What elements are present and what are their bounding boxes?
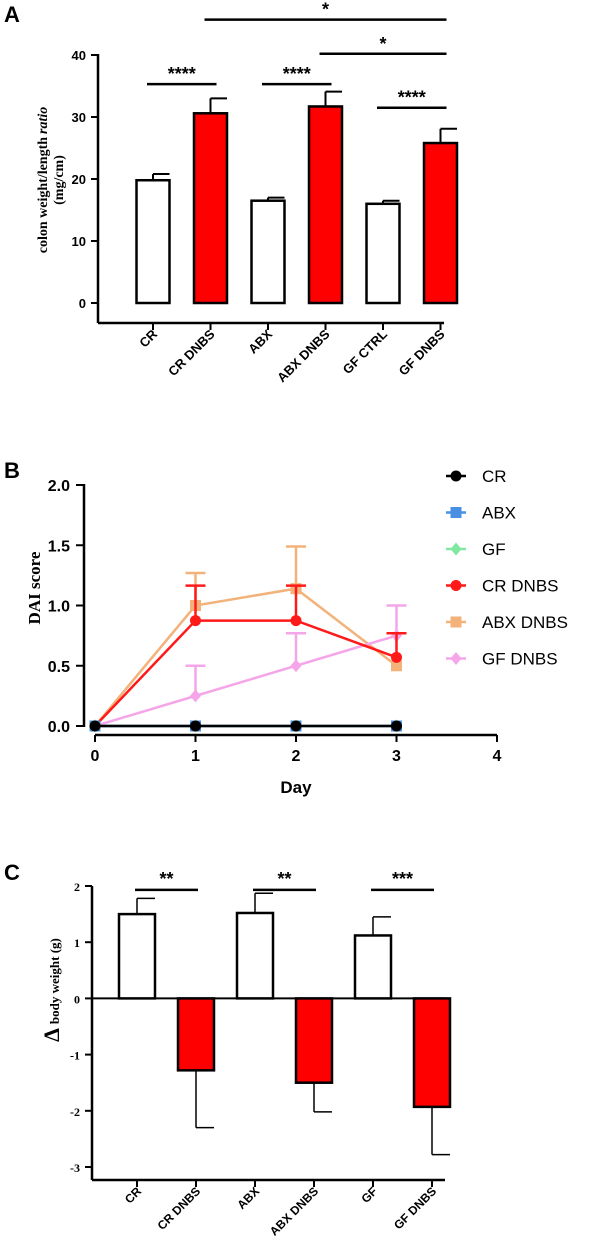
panel-a-bar bbox=[192, 112, 229, 305]
panel-b-legend-label: CR DNBS bbox=[482, 577, 559, 596]
panel-a-x-tick-label: GF CTRL bbox=[340, 326, 390, 376]
panel-c-bar bbox=[176, 997, 216, 1072]
panel-a-ylabel-unit: (mg/cm) bbox=[52, 155, 67, 205]
panel-a-y-tick-label: 20 bbox=[72, 172, 86, 187]
panel-b-x-tick-label: 1 bbox=[191, 748, 200, 765]
panel-a-significance-label: * bbox=[322, 0, 329, 20]
panel-c-y-tick-label: -2 bbox=[70, 1105, 80, 1119]
panel-a-x-tick-label: ABX DNBS bbox=[274, 326, 333, 385]
panel-a-bar bbox=[135, 178, 171, 305]
panel-a-ylabel: colon weight/lengthratio bbox=[36, 107, 51, 254]
panel-b-legend-label: ABX bbox=[482, 504, 516, 523]
panel-c-significance-label: ** bbox=[277, 869, 291, 889]
panel-a-bar bbox=[307, 105, 344, 305]
panel-b-series-line bbox=[94, 634, 397, 728]
panel-a-x-tick-label: CR DNBS bbox=[165, 326, 218, 379]
panel-a-y-tick-label: 10 bbox=[72, 234, 86, 249]
panel-b-data-point bbox=[391, 720, 402, 732]
panel-b-x-tick-label: 2 bbox=[292, 748, 301, 765]
panel-b-legend-label: GF DNBS bbox=[482, 650, 558, 669]
panel-b-legend-label: CR bbox=[482, 467, 507, 486]
panel-b-y-tick-label: 1.0 bbox=[48, 599, 70, 616]
panel-c-x-tick-label: CR bbox=[122, 1184, 144, 1206]
panel-b-legend-marker bbox=[450, 652, 462, 665]
panel-c-bar bbox=[294, 997, 334, 1084]
panel-b-ylabel: DAI score bbox=[25, 551, 44, 624]
panel-c-x-tick-label: ABX bbox=[234, 1184, 262, 1212]
panel-c-x-tick-label: ABX DNBS bbox=[267, 1184, 321, 1238]
panel-a-chart: colon weight/lengthratio (mg/cm) 0 10 20 30… bbox=[36, 0, 459, 385]
panel-c-bar bbox=[117, 912, 157, 1000]
panel-c-x-tick-label: GF DNBS bbox=[391, 1184, 439, 1232]
panel-a-significance-label: **** bbox=[283, 64, 311, 84]
panel-c-label: C bbox=[4, 860, 20, 885]
panel-a-significance-label: * bbox=[379, 34, 386, 54]
panel-a-x-tick-label: ABX bbox=[245, 326, 275, 356]
panel-b-y-tick-label: 1.5 bbox=[48, 538, 70, 555]
panel-c-y-tick-label: 0 bbox=[74, 992, 80, 1006]
panel-b-data-point bbox=[290, 720, 302, 732]
panel-b-data-point bbox=[290, 659, 302, 673]
panel-b-data-point bbox=[89, 720, 101, 732]
panel-b-legend-marker bbox=[450, 580, 462, 591]
panel-b-series-line bbox=[94, 619, 397, 727]
panel-a-label: A bbox=[4, 2, 20, 27]
panel-c-significance-label: ** bbox=[159, 869, 173, 889]
panel-b-data-point bbox=[290, 615, 302, 627]
panel-a-y-tick-label: 40 bbox=[72, 48, 86, 63]
panel-b-x-tick-label: 4 bbox=[493, 748, 502, 765]
panel-a-x-tick-label: CR bbox=[136, 326, 160, 350]
panel-c-x-tick-label: GF bbox=[358, 1184, 380, 1206]
panel-b-legend-label: GF bbox=[482, 540, 506, 559]
panel-a-y-tick-label: 0 bbox=[79, 296, 86, 311]
panel-b-legend-marker bbox=[450, 542, 462, 556]
panel-a-x-tick-label: GF DNBS bbox=[396, 326, 448, 378]
panel-b-legend-marker bbox=[450, 470, 462, 482]
panel-c-x-tick-label: CR DNBS bbox=[155, 1184, 204, 1233]
panel-b-xlabel: Day bbox=[280, 778, 312, 797]
panel-b-x-tick-label: 0 bbox=[91, 748, 100, 765]
panel-b-legend-marker bbox=[450, 507, 462, 518]
panel-a-bar bbox=[365, 202, 401, 305]
panel-c-y-tick-label: -1 bbox=[70, 1049, 80, 1063]
panel-c-bar bbox=[353, 934, 393, 1000]
panel-b-chart: DAI score Day 0.0 0.5 1.0 1.5 2.0 0 1 2 3 4 CR ABX… bbox=[25, 467, 568, 797]
panel-b-y-tick-label: 2.0 bbox=[48, 478, 70, 495]
panel-c-y-tick-label: -3 bbox=[70, 1161, 80, 1175]
panel-b-label: B bbox=[4, 458, 20, 483]
panel-b-legend-marker bbox=[450, 616, 462, 628]
panel-b-data-point bbox=[391, 651, 402, 663]
panel-c-bar bbox=[235, 911, 275, 1000]
panel-b-data-point bbox=[190, 615, 201, 627]
panel-b-y-tick-label: 0.0 bbox=[48, 719, 70, 736]
panel-b-data-point bbox=[190, 720, 201, 732]
panel-a-y-tick-label: 30 bbox=[72, 110, 86, 125]
panel-c-y-tick-label: 2 bbox=[74, 880, 80, 894]
panel-a-significance-label: **** bbox=[398, 88, 426, 108]
panel-c-significance-label: *** bbox=[392, 869, 413, 889]
panel-a-bar bbox=[422, 141, 459, 305]
panel-c-bar bbox=[412, 997, 452, 1109]
panel-b-y-tick-label: 0.5 bbox=[48, 659, 70, 676]
panel-b-data-point bbox=[190, 689, 201, 703]
panel-b-series-line bbox=[94, 587, 398, 727]
panel-b-legend-label: ABX DNBS bbox=[482, 613, 568, 632]
panel-c-y-tick-label: 1 bbox=[74, 936, 80, 950]
panel-a-bar bbox=[250, 199, 286, 305]
panel-b-x-tick-label: 3 bbox=[392, 748, 401, 765]
panel-c-ylabel: Δbody weight (g) bbox=[39, 938, 64, 1042]
panel-b-data-point bbox=[391, 660, 402, 672]
panel-a-significance-label: **** bbox=[168, 64, 196, 84]
